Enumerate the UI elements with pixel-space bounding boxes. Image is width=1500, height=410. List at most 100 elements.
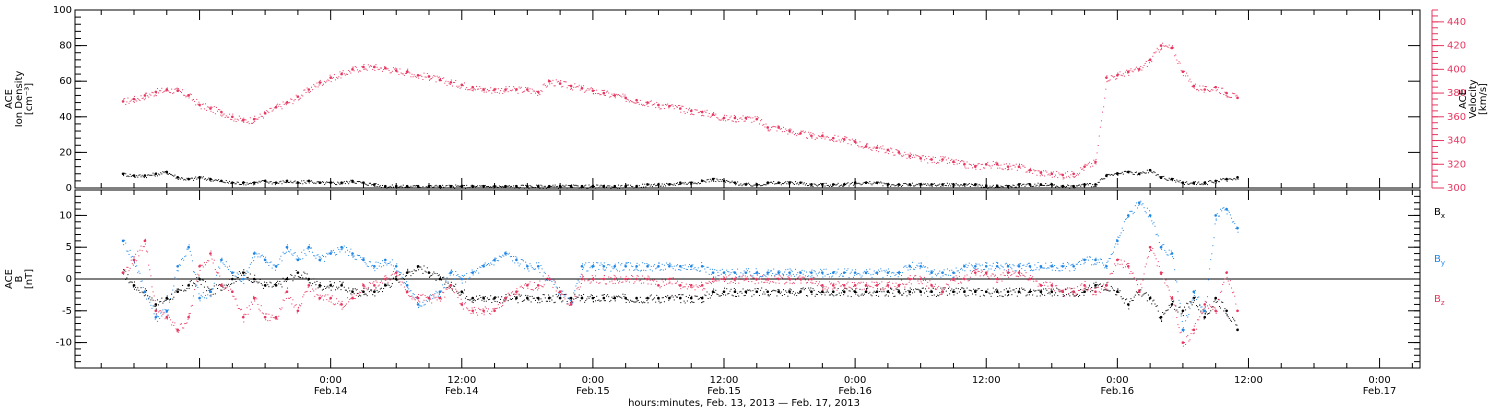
data-point — [154, 303, 158, 306]
scatter-dot — [320, 285, 322, 287]
data-point — [1170, 303, 1174, 306]
scatter-dot — [1123, 75, 1125, 77]
scatter-dot — [1218, 181, 1220, 183]
scatter-dot — [843, 141, 845, 143]
scatter-dot — [396, 68, 398, 70]
scatter-dot — [599, 185, 601, 187]
scatter-dot — [1069, 177, 1071, 179]
scatter-dot — [565, 184, 567, 186]
scatter-dot — [382, 291, 384, 293]
scatter-dot — [711, 293, 713, 295]
scatter-dot — [686, 269, 688, 271]
scatter-dot — [577, 296, 579, 298]
scatter-dot — [844, 271, 846, 273]
data-point — [995, 264, 999, 268]
scatter-dot — [620, 264, 622, 266]
scatter-dot — [1051, 295, 1053, 297]
scatter-dot — [276, 182, 278, 184]
scatter-dot — [832, 140, 834, 142]
scatter-dot — [731, 120, 733, 122]
scatter-dot — [355, 259, 357, 261]
scatter-dot — [921, 155, 923, 157]
scatter-dot — [1105, 88, 1107, 90]
scatter-dot — [904, 182, 906, 184]
scatter-dot — [1095, 287, 1097, 289]
scatter-dot — [1006, 295, 1008, 297]
scatter-dot — [769, 181, 771, 183]
scatter-dot — [166, 298, 168, 300]
scatter-dot — [1222, 178, 1224, 180]
scatter-dot — [326, 80, 328, 82]
scatter-dot — [230, 283, 232, 285]
scatter-dot — [716, 178, 718, 180]
scatter-dot — [946, 268, 948, 270]
scatter-dot — [980, 269, 982, 271]
scatter-dot — [526, 88, 528, 90]
scatter-dot — [770, 270, 772, 272]
scatter-dot — [1140, 200, 1142, 202]
scatter-dot — [910, 288, 912, 290]
scatter-dot — [1156, 305, 1158, 307]
scatter-dot — [448, 272, 450, 274]
scatter-dot — [1233, 318, 1235, 320]
scatter-dot — [631, 265, 633, 267]
scatter-dot — [412, 293, 414, 295]
scatter-dot — [938, 295, 940, 297]
scatter-dot — [555, 186, 557, 188]
data-point — [526, 264, 529, 268]
scatter-dot — [840, 273, 842, 275]
scatter-dot — [1026, 183, 1028, 185]
scatter-dot — [260, 180, 262, 182]
scatter-dot — [970, 183, 972, 185]
scatter-dot — [1168, 304, 1170, 306]
scatter-dot — [734, 182, 736, 184]
scatter-dot — [449, 286, 451, 288]
scatter-dot — [427, 75, 429, 77]
scatter-dot — [533, 187, 535, 189]
scatter-dot — [1161, 48, 1163, 50]
scatter-dot — [619, 187, 621, 189]
scatter-dot — [1055, 292, 1057, 294]
scatter-dot — [855, 293, 857, 295]
scatter-dot — [127, 250, 129, 252]
scatter-dot — [423, 265, 425, 267]
scatter-dot — [697, 298, 699, 300]
scatter-dot — [612, 94, 614, 96]
scatter-dot — [208, 287, 210, 289]
scatter-dot — [234, 183, 236, 185]
scatter-dot — [1122, 297, 1124, 299]
scatter-dot — [1080, 288, 1082, 290]
scatter-dot — [658, 262, 660, 264]
scatter-dot — [908, 264, 910, 266]
scatter-dot — [187, 178, 189, 180]
scatter-dot — [197, 281, 199, 283]
scatter-dot — [972, 265, 974, 267]
scatter-dot — [635, 102, 637, 104]
scatter-dot — [608, 296, 610, 298]
scatter-dot — [708, 112, 710, 114]
scatter-dot — [483, 263, 485, 265]
scatter-dot — [250, 183, 252, 185]
scatter-dot — [1168, 177, 1170, 179]
scatter-dot — [1008, 169, 1010, 171]
scatter-dot — [703, 115, 705, 117]
scatter-dot — [789, 288, 791, 290]
scatter-dot — [797, 133, 799, 135]
scatter-dot — [544, 297, 546, 299]
scatter-dot — [969, 270, 971, 272]
scatter-dot — [391, 70, 393, 72]
scatter-dot — [897, 150, 899, 152]
scatter-dot — [1230, 96, 1232, 98]
data-point — [1159, 315, 1163, 319]
scatter-dot — [815, 184, 817, 186]
y-tick-label: 20 — [59, 147, 72, 158]
scatter-dot — [250, 122, 252, 124]
scatter-dot — [625, 98, 627, 100]
scatter-dot — [270, 181, 272, 183]
scatter-dot — [461, 84, 463, 86]
scatter-dot — [758, 184, 760, 186]
scatter-dot — [940, 276, 942, 278]
scatter-dot — [189, 178, 191, 180]
scatter-dot — [283, 181, 285, 183]
